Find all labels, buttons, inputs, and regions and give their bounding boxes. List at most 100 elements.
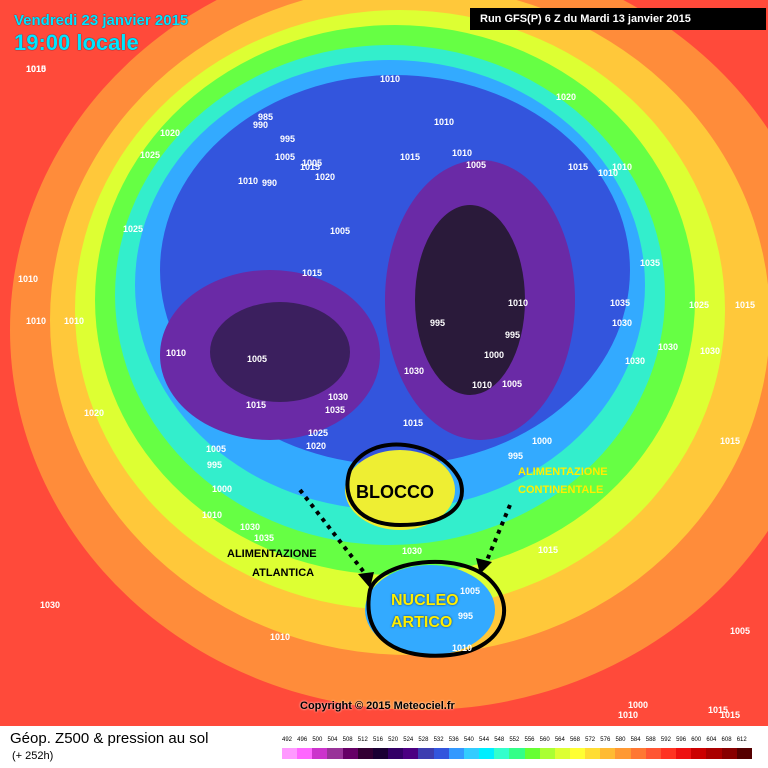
- pressure-label: 1005: [247, 354, 268, 364]
- pressure-label: 1020: [84, 408, 105, 418]
- pressure-label: 1020: [306, 441, 327, 451]
- pressure-label: 1025: [689, 300, 710, 310]
- pressure-label: 1010: [452, 148, 473, 158]
- pressure-label: 995: [207, 460, 223, 470]
- legend-swatch: [509, 748, 525, 759]
- pressure-label: 1005: [730, 626, 751, 636]
- pressure-label: 1010: [270, 632, 291, 642]
- weather-map: Vendredi 23 janvier 2015 19:00 locale Ru…: [0, 0, 768, 726]
- pressure-label: 1000: [484, 350, 505, 360]
- pressure-label: 1015: [302, 268, 323, 278]
- label-artico: ARTICO: [391, 614, 453, 631]
- pressure-label: 1030: [404, 366, 425, 376]
- legend-swatch: [630, 748, 646, 759]
- run-info: Run GFS(P) 6 Z du Mardi 13 janvier 2015: [470, 8, 766, 30]
- pressure-label: 1010: [598, 168, 619, 178]
- legend-label: 536: [448, 737, 459, 743]
- pressure-label: 1030: [625, 356, 646, 366]
- pressure-label: 1015: [568, 162, 589, 172]
- legend-swatch: [585, 748, 601, 759]
- legend-swatch: [569, 748, 586, 759]
- pressure-label: 1005: [460, 586, 481, 596]
- pressure-label: 985: [258, 112, 274, 122]
- arrow-continental-line: [483, 504, 512, 566]
- legend-swatch: [357, 748, 373, 759]
- pressure-label: 1015: [26, 64, 47, 74]
- low-canada-core: [210, 302, 350, 402]
- legend-swatch: [297, 748, 313, 759]
- legend-label: 592: [660, 737, 671, 743]
- legend-swatch: [645, 748, 661, 759]
- pressure-label: 995: [280, 134, 296, 144]
- pressure-label: 990: [253, 120, 269, 130]
- pressure-label: 1025: [123, 224, 144, 234]
- pressure-label: 1000: [532, 436, 553, 446]
- pressure-label: 1015: [538, 545, 559, 555]
- pressure-label: 1030: [700, 346, 721, 356]
- legend-label: 556: [524, 737, 535, 743]
- pressure-label: 1010: [166, 348, 187, 358]
- pressure-label: 1005: [330, 226, 351, 236]
- legend-swatch: [433, 748, 449, 759]
- pressure-label: 1035: [254, 533, 275, 543]
- pressure-label: 1010: [472, 380, 493, 390]
- label-blocco: BLOCCO: [356, 482, 434, 502]
- pressure-label: 1010: [618, 710, 639, 720]
- legend-label: 552: [509, 737, 520, 743]
- legend-swatch: [388, 748, 404, 759]
- pressure-label: 1010: [26, 316, 47, 326]
- legend-swatch: [539, 748, 555, 759]
- legend-label: 572: [585, 737, 596, 743]
- legend-label: 540: [463, 737, 474, 743]
- forecast-time: 19:00 locale: [14, 30, 139, 55]
- copyright: Copyright © 2015 Meteociel.fr: [300, 700, 455, 712]
- pressure-label: 1000: [212, 484, 233, 494]
- pressure-label: 1010: [612, 162, 633, 172]
- legend-swatch: [676, 748, 692, 759]
- blocco-high: [345, 450, 455, 530]
- legend-label: 608: [721, 737, 732, 743]
- arrow-atlantic-head: [358, 572, 374, 588]
- pressure-label: 1030: [40, 600, 61, 610]
- legend-label: 580: [615, 737, 626, 743]
- legend-label: 604: [706, 737, 717, 743]
- legend-swatch: [448, 748, 464, 759]
- legend-bar: [282, 748, 752, 759]
- pressure-label: 1005: [206, 444, 227, 454]
- pressure-label: 1020: [160, 128, 181, 138]
- legend-label: 596: [676, 737, 687, 743]
- chart-subtitle: (+ 252h): [12, 750, 54, 762]
- pressure-label: 1005: [502, 379, 523, 389]
- legend-label: 532: [433, 737, 444, 743]
- label-alimentazione-continentale-2: CONTINENTALE: [518, 484, 604, 496]
- pressure-label: 1035: [640, 258, 661, 268]
- pressure-label: 1010: [508, 298, 529, 308]
- label-alimentazione-continentale-1: ALIMENTAZIONE: [518, 466, 608, 478]
- pressure-label: 1015: [246, 400, 267, 410]
- legend-label: 516: [372, 737, 383, 743]
- legend-label: 500: [312, 737, 323, 743]
- nucleo-low: [365, 565, 495, 655]
- legend-swatch: [554, 748, 570, 759]
- pressure-label: 1035: [610, 298, 631, 308]
- legend-swatch: [372, 748, 389, 759]
- legend-label: 600: [691, 737, 702, 743]
- legend-label: 504: [327, 737, 338, 743]
- legend-swatch: [691, 748, 707, 759]
- legend-swatch: [342, 748, 358, 759]
- pressure-label: 1020: [315, 172, 336, 182]
- legend-swatch: [418, 748, 434, 759]
- pressure-label: 1015: [735, 300, 756, 310]
- chart-title: Géop. Z500 & pression au sol: [10, 730, 209, 747]
- legend-label: 492: [282, 737, 293, 743]
- legend-label: 512: [357, 737, 368, 743]
- pressure-label: 1015: [708, 705, 729, 715]
- pressure-label: 1025: [140, 150, 161, 160]
- legend-swatch: [463, 748, 480, 759]
- pressure-label: 1010: [18, 274, 39, 284]
- pressure-label: 1010: [452, 643, 473, 653]
- pressure-label: 995: [458, 611, 474, 621]
- pressure-label: 1010: [202, 510, 223, 520]
- legend-swatch: [312, 748, 328, 759]
- pressure-label: 1035: [325, 405, 346, 415]
